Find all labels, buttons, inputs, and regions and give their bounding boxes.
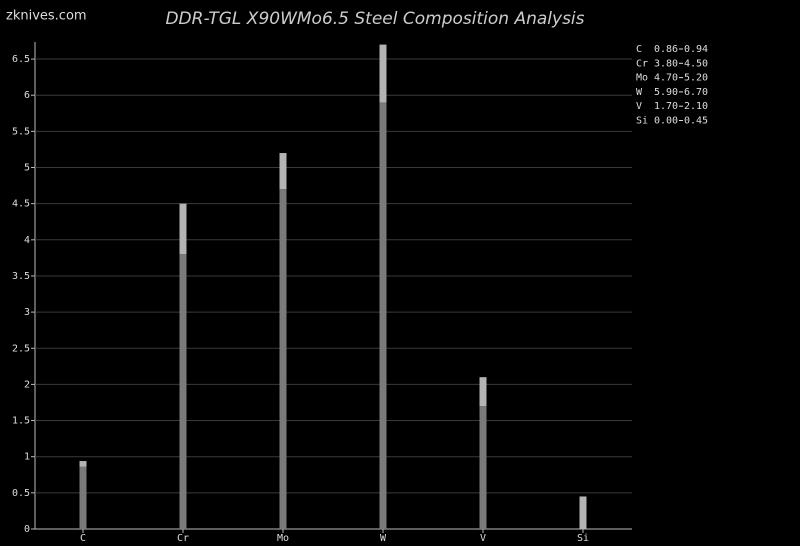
bar-base bbox=[379, 102, 387, 529]
x-tick-label: Mo bbox=[277, 533, 289, 544]
bar-range bbox=[79, 461, 87, 467]
legend-high: 0.94 bbox=[684, 44, 708, 55]
legend-low: 0.86 bbox=[654, 44, 678, 55]
legend-low: 1.70 bbox=[654, 101, 678, 112]
bar-base bbox=[279, 189, 287, 529]
bar-base bbox=[79, 466, 87, 529]
y-tick-label: 1.5 bbox=[12, 416, 30, 427]
y-tick-label: 0 bbox=[24, 524, 30, 535]
y-tick-label: 2 bbox=[24, 379, 30, 390]
legend-category: C bbox=[636, 44, 642, 55]
bar-range bbox=[479, 377, 487, 407]
legend-category: Si bbox=[636, 116, 648, 127]
y-tick-label: 4 bbox=[24, 235, 30, 246]
x-tick-label: V bbox=[480, 533, 486, 544]
legend-high: 6.70 bbox=[684, 87, 708, 98]
legend-category: V bbox=[636, 101, 642, 112]
x-tick-label: Si bbox=[577, 533, 589, 544]
y-tick-label: 0.5 bbox=[12, 488, 30, 499]
bar-base bbox=[479, 406, 487, 529]
legend-low: 0.00 bbox=[654, 116, 678, 127]
legend-low: 5.90 bbox=[654, 87, 678, 98]
legend-high: 4.50 bbox=[684, 58, 708, 69]
y-tick-label: 6 bbox=[24, 90, 30, 101]
bar-range bbox=[179, 203, 187, 255]
x-tick-label: Cr bbox=[177, 533, 189, 544]
bar-base bbox=[179, 254, 187, 529]
legend-high: 2.10 bbox=[684, 101, 708, 112]
x-tick-label: C bbox=[80, 533, 86, 544]
legend-category: Mo bbox=[636, 73, 648, 84]
legend-category: W bbox=[636, 87, 643, 98]
y-tick-label: 5.5 bbox=[12, 126, 30, 137]
bar-range bbox=[579, 496, 587, 529]
legend-category: Cr bbox=[636, 58, 648, 69]
legend-low: 3.80 bbox=[654, 58, 678, 69]
legend-high: 5.20 bbox=[684, 73, 708, 84]
bar-range bbox=[379, 44, 387, 103]
bar-range bbox=[279, 153, 287, 190]
y-tick-label: 3 bbox=[24, 307, 30, 318]
y-tick-label: 3.5 bbox=[12, 271, 30, 282]
chart-title: DDR-TGL X90WMo6.5 Steel Composition Anal… bbox=[165, 9, 584, 29]
x-tick-label: W bbox=[380, 533, 387, 544]
legend-low: 4.70 bbox=[654, 73, 678, 84]
y-tick-label: 4.5 bbox=[12, 199, 30, 210]
y-tick-label: 6.5 bbox=[12, 54, 30, 65]
y-tick-label: 5 bbox=[24, 163, 30, 174]
y-tick-label: 1 bbox=[24, 452, 30, 463]
y-tick-label: 2.5 bbox=[12, 343, 30, 354]
legend-high: 0.45 bbox=[684, 116, 708, 127]
watermark: zknives.com bbox=[6, 9, 87, 24]
